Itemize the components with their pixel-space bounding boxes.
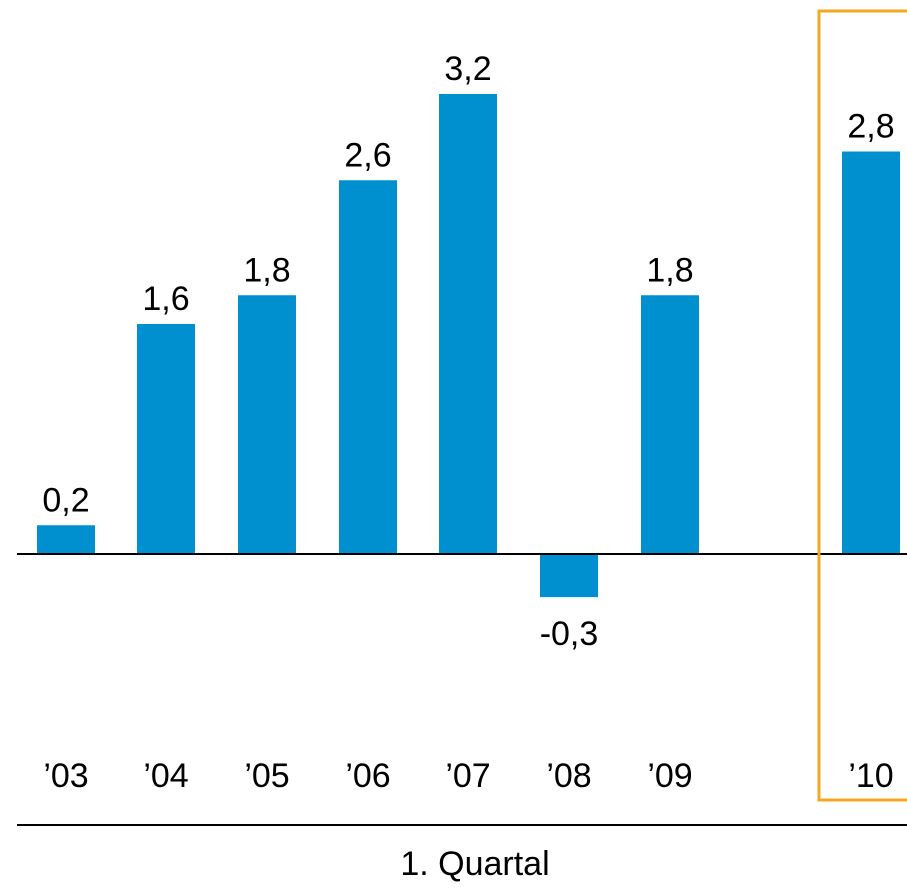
bar-7 [842,151,900,554]
highlight-frame [817,9,907,802]
x-tick-label-6: ’09 [647,757,692,795]
bars-group [37,94,900,598]
value-label-4: 3,2 [444,50,491,88]
bar-4 [439,94,497,554]
x-tick-label-4: ’07 [445,757,490,795]
x-tick-label-5: ’08 [546,757,591,795]
value-label-7: 2,8 [847,108,894,146]
value-label-3: 2,6 [344,136,391,174]
bar-5 [540,554,598,598]
value-label-0: 0,2 [42,481,89,519]
bar-6 [641,295,699,554]
bar-2 [238,295,296,554]
bar-0 [37,525,95,554]
value-label-1: 1,6 [142,280,189,318]
x-tick-label-7: ’10 [848,757,893,795]
value-label-5: -0,3 [540,615,599,653]
value-label-6: 1,8 [646,251,693,289]
value-label-2: 1,8 [243,251,290,289]
bar-3 [339,180,397,554]
x-tick-label-1: ’04 [143,757,188,795]
bar-1 [137,324,195,554]
x-axis-label: 1. Quartal [400,845,549,883]
x-tick-label-3: ’06 [345,757,390,795]
value-labels-group: 0,2 1,6 1,8 2,6 3,2 -0,3 1,8 2,8 [42,50,894,653]
x-tick-label-0: ’03 [43,757,88,795]
x-tick-labels-group: ’03 ’04 ’05 ’06 ’07 ’08 ’09 ’10 [43,757,893,795]
x-tick-label-2: ’05 [244,757,289,795]
